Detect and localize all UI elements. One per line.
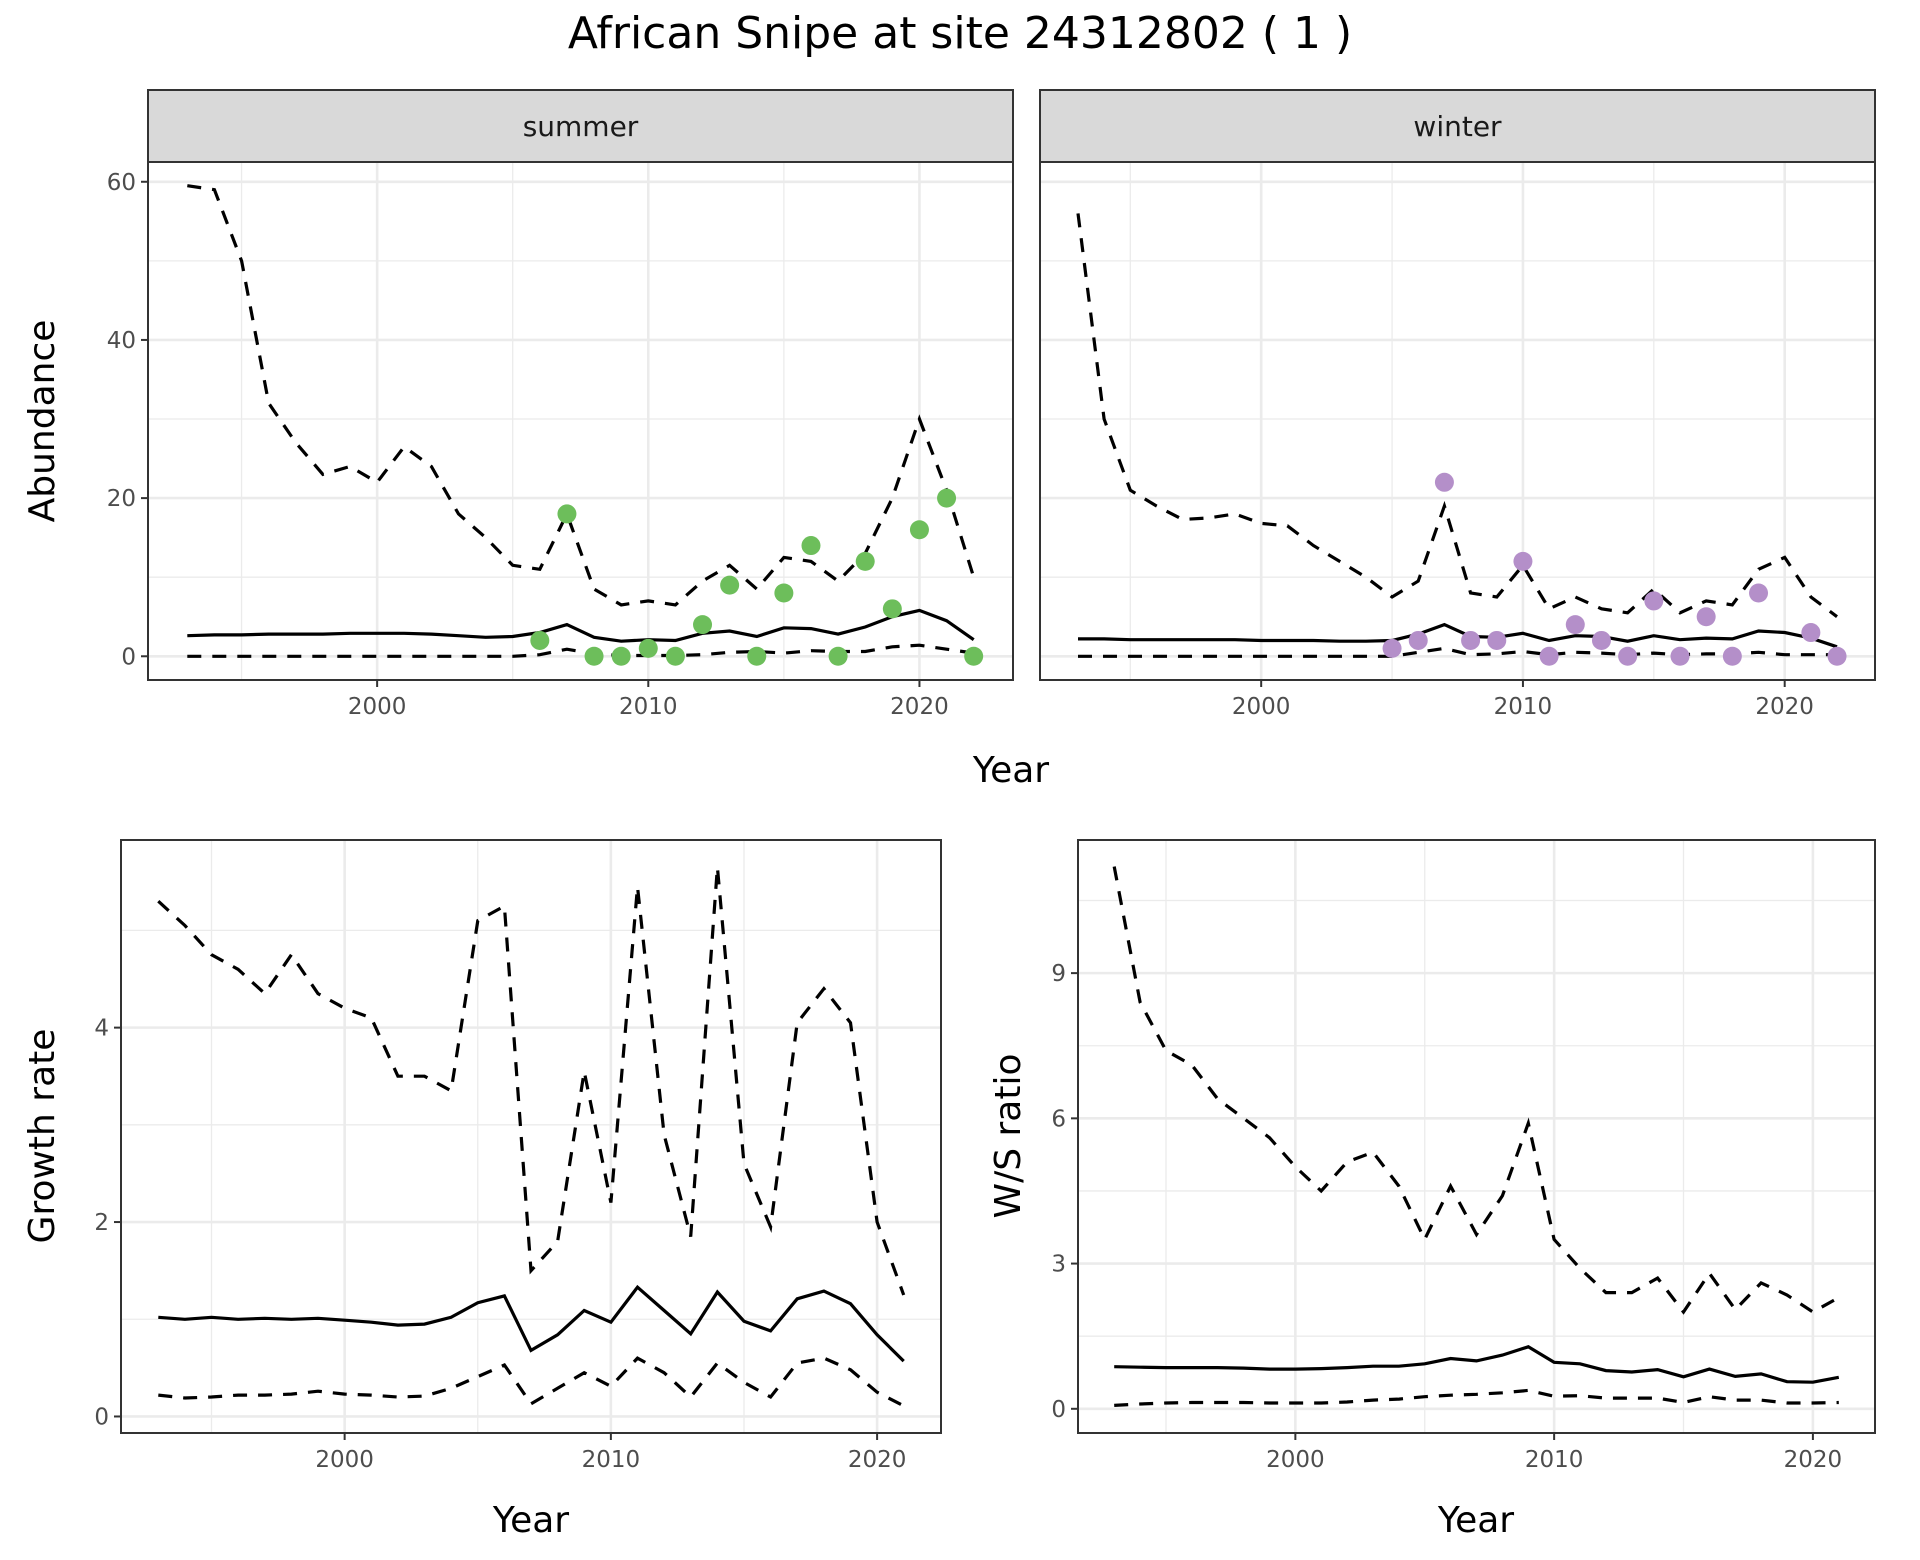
x-tick-label: 2020 (1784, 1447, 1843, 1473)
lower-bound-line (1114, 1388, 1839, 1407)
observed-point (1513, 551, 1533, 571)
observed-point (828, 646, 848, 666)
y-tick-label: 20 (107, 486, 136, 512)
observed-point (1670, 646, 1690, 666)
observed-point (1539, 646, 1559, 666)
mean-line (158, 1284, 905, 1363)
facet-strip-label: summer (523, 110, 639, 143)
observed-point (1461, 630, 1481, 650)
observed-point (1801, 623, 1821, 643)
x-tick-label: 2000 (1232, 694, 1291, 720)
y-tick-label: 0 (94, 1404, 109, 1430)
y-tick-label: 40 (107, 328, 136, 354)
y-tick-label: 3 (1051, 1252, 1066, 1278)
lower-bound-line (1078, 646, 1837, 658)
panel-background (1078, 840, 1875, 1433)
x-tick-label: 2000 (1266, 1447, 1325, 1473)
y-tick-label: 9 (1051, 961, 1066, 987)
panel-border (120, 839, 942, 1434)
y-tick-label: 0 (121, 644, 136, 670)
ws-x-axis-title: Year (1437, 1500, 1514, 1541)
observed-point (1565, 615, 1585, 635)
observed-point (1827, 646, 1847, 666)
x-tick-label: 2020 (848, 1447, 907, 1473)
observed-point (693, 615, 713, 635)
panel-background (148, 162, 1013, 680)
facet-strip (147, 89, 1014, 163)
winter-panel: 2000 2010 2020 winter (1039, 89, 1876, 720)
observed-point (584, 646, 604, 666)
mean-line (187, 608, 975, 643)
observed-point (747, 646, 767, 666)
x-tick-label: 2010 (619, 694, 678, 720)
facet-strip (1039, 89, 1876, 163)
observed-point (638, 638, 658, 658)
observed-point (530, 630, 550, 650)
x-tick-label: 2020 (1755, 694, 1814, 720)
observed-point (1618, 646, 1638, 666)
summer-panel: 2000 2010 2020 0 20 40 60 summer (107, 89, 1014, 720)
upper-bound-line (1112, 866, 1840, 1315)
observed-point (1434, 472, 1454, 492)
y-tick-label: 2 (94, 1210, 109, 1236)
y-tick-label: 4 (94, 1016, 109, 1042)
observed-point (855, 551, 875, 571)
observed-point (1722, 646, 1742, 666)
x-tick-label: 2000 (315, 1447, 374, 1473)
observed-point (665, 646, 685, 666)
y-tick-label: 60 (107, 170, 136, 196)
observed-point (774, 583, 794, 603)
observed-point (1749, 583, 1769, 603)
upper-bound-line (1076, 213, 1838, 618)
ws-ratio-panel: 2000 2010 2020 0 3 6 9 (1051, 839, 1876, 1473)
facet-strip-label: winter (1413, 110, 1502, 143)
growth-y-axis-title: Growth rate (22, 1029, 63, 1244)
growth-rate-panel: 2000 2010 2020 0 2 4 (94, 839, 942, 1473)
upper-bound-line (187, 184, 976, 607)
observed-point (1644, 591, 1664, 611)
panel-background (1040, 162, 1875, 680)
y-tick-label: 0 (1051, 1397, 1066, 1423)
x-tick-label: 2010 (1525, 1447, 1584, 1473)
observed-point (1487, 630, 1507, 650)
abundance-x-axis-title: Year (972, 750, 1049, 791)
x-tick-label: 2010 (1494, 694, 1553, 720)
observed-point (909, 520, 929, 540)
upper-bound-line (157, 867, 906, 1296)
observed-point (1408, 630, 1428, 650)
observed-point (964, 646, 984, 666)
mean-line (1114, 1345, 1840, 1384)
observed-point (1591, 630, 1611, 650)
observed-point (1382, 638, 1402, 658)
observed-point (937, 488, 957, 508)
panel-background (121, 840, 941, 1433)
observed-point (720, 575, 740, 595)
panel-border (1077, 839, 1876, 1434)
y-tick-label: 6 (1051, 1106, 1066, 1132)
x-tick-label: 2020 (890, 694, 949, 720)
observed-point (801, 536, 821, 556)
observed-point (1696, 607, 1716, 627)
figure-title: African Snipe at site 24312802 ( 1 ) (568, 8, 1352, 59)
observed-point (557, 504, 577, 524)
x-tick-label: 2000 (348, 694, 407, 720)
growth-x-axis-title: Year (492, 1500, 569, 1541)
observed-point (611, 646, 631, 666)
x-tick-label: 2010 (582, 1447, 641, 1473)
ws-y-axis-title: W/S ratio (988, 1053, 1029, 1218)
observed-point (882, 599, 902, 619)
abundance-y-axis-title: Abundance (22, 320, 63, 523)
mean-line (1078, 622, 1838, 649)
